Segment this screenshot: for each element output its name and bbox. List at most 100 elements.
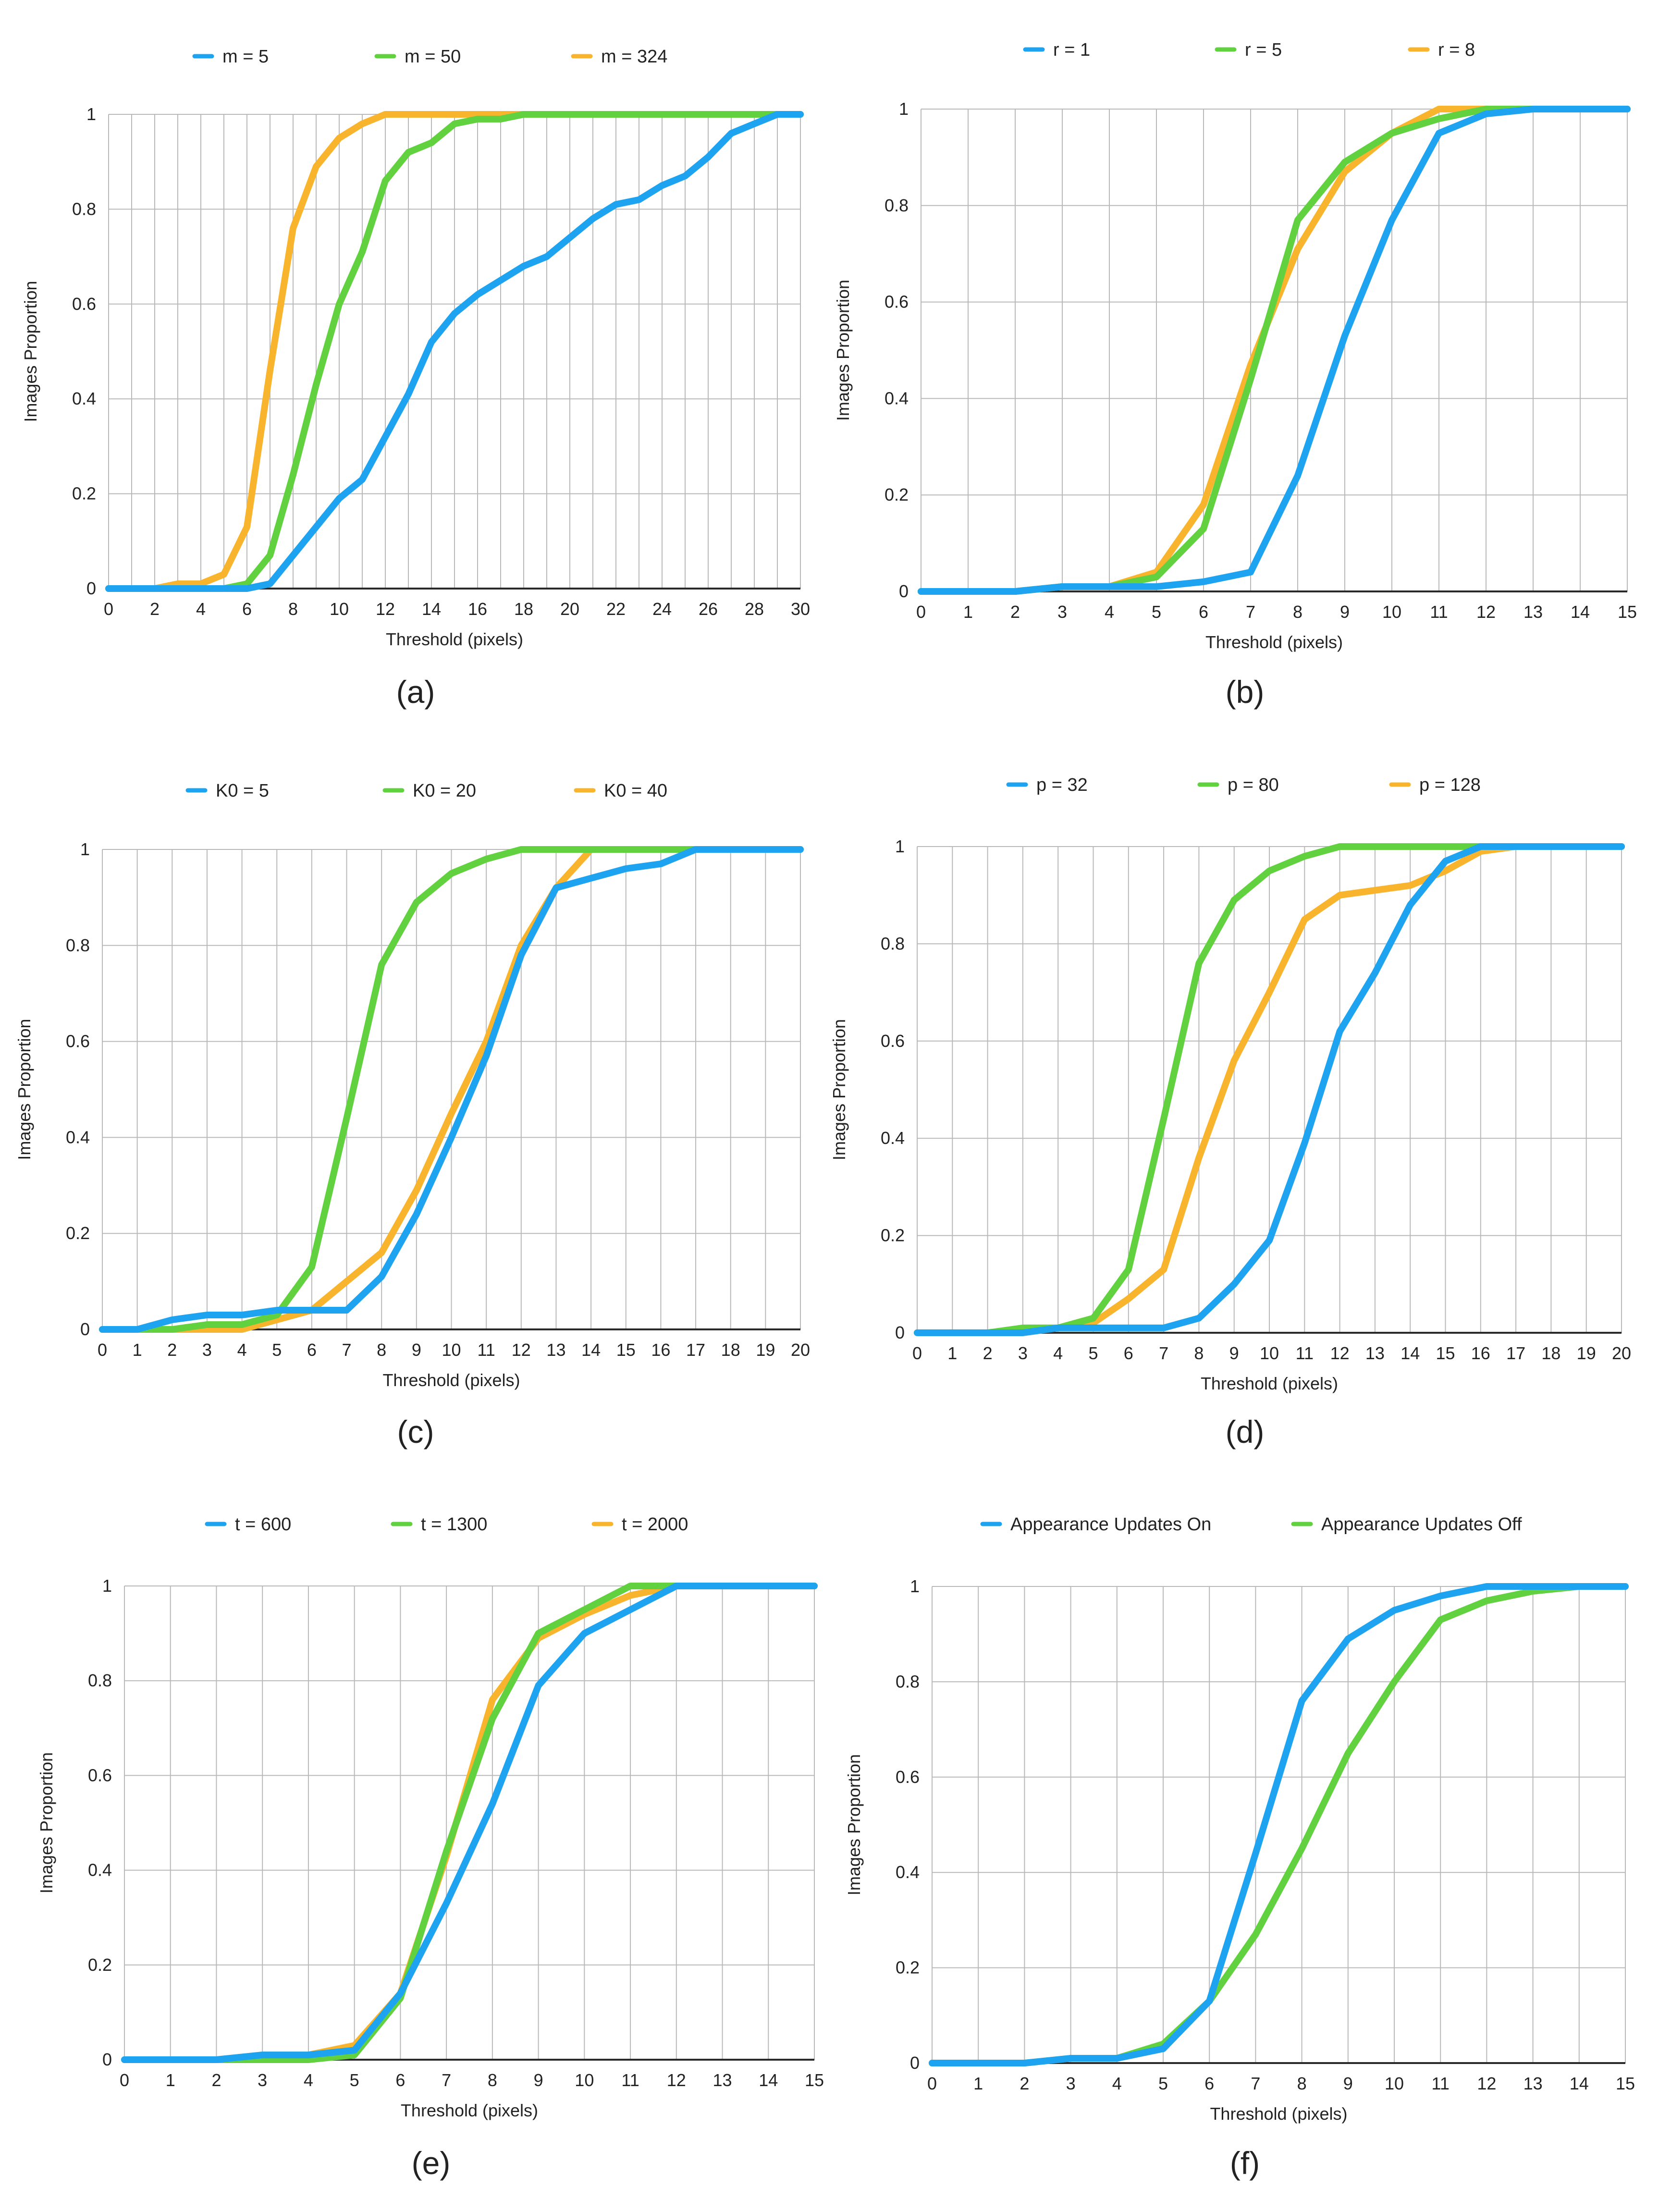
series-line-t-600	[121, 1583, 818, 2063]
series-line-r-1	[918, 106, 1631, 595]
legend-item: m = 50	[374, 47, 461, 67]
series-line-k0-20	[99, 846, 804, 1333]
chart-panel-f: 00.20.40.60.810 1 2 3 4 5 6 7 8 9 10 11 12 13 14 15Thre…	[844, 1514, 1635, 2181]
x-tick-label: 4	[1105, 602, 1114, 622]
x-tick-label: 15	[1436, 1343, 1455, 1363]
x-tick-label: 14	[1570, 2074, 1589, 2093]
legend-item: r = 5	[1215, 40, 1282, 60]
x-tick-label: 11	[621, 2070, 639, 2090]
y-axis-label: Images Proportion	[833, 280, 853, 421]
series-line-m-5	[105, 111, 804, 592]
x-tick-label: 15	[805, 2070, 824, 2090]
x-tick-label: 19	[1577, 1343, 1596, 1363]
x-tick-label: 20	[560, 599, 579, 619]
legend-label: m = 50	[405, 47, 461, 67]
legend-item: r = 8	[1408, 40, 1475, 60]
chart-panel-b: 00.20.40.60.810 1 2 3 4 5 6 7 8 9 10 11 12 13 14 15Thre…	[833, 40, 1637, 710]
x-tick-label: 8	[1297, 2074, 1307, 2093]
y-axis-label: Images Proportion	[21, 281, 40, 422]
y-tick-label: 0.2	[72, 484, 96, 504]
x-tick-label: 18	[514, 599, 533, 619]
legend-label: p = 128	[1419, 775, 1481, 795]
y-tick-label: 0.4	[88, 1860, 112, 1880]
legend-label: r = 8	[1438, 40, 1475, 60]
legend-label: K0 = 40	[604, 781, 667, 801]
x-tick-label: 12	[376, 599, 395, 619]
x-tick-label: 4	[1053, 1343, 1063, 1363]
panel-caption: (f)	[1230, 2145, 1260, 2181]
y-tick-label: 1	[895, 836, 905, 856]
x-tick-label: 2	[983, 1343, 993, 1363]
x-tick-label: 18	[721, 1340, 740, 1360]
x-tick-label: 2	[211, 2070, 221, 2090]
legend-item: m = 5	[192, 47, 269, 67]
x-tick-label: 4	[237, 1340, 247, 1360]
x-tick-label: 1	[973, 2074, 983, 2093]
x-tick-label: 2	[1010, 602, 1020, 622]
series-line-k0-5	[99, 846, 804, 1333]
panel-caption: (c)	[397, 1414, 434, 1450]
y-tick-label: 0	[102, 2050, 112, 2069]
y-tick-label: 0.4	[72, 389, 96, 408]
x-tick-label: 20	[1612, 1343, 1631, 1363]
x-tick-label: 11	[1432, 2074, 1450, 2093]
y-tick-label: 0.2	[896, 1958, 920, 1978]
x-tick-label: 8	[1293, 602, 1302, 622]
x-tick-label: 11	[1430, 602, 1448, 622]
chart-panel-d: 00.20.40.60.810 1 2 3 4 5 6 7 8 9 10 11 12 13 14 15 16 17…	[829, 775, 1631, 1450]
legend-item: t = 1300	[391, 1514, 487, 1535]
y-tick-label: 0.2	[88, 1955, 112, 1975]
legend-label: r = 1	[1053, 40, 1090, 60]
x-tick-label: 12	[512, 1340, 531, 1360]
x-tick-label: 9	[1340, 602, 1350, 622]
x-tick-label: 13	[1524, 602, 1543, 622]
y-tick-label: 0.4	[896, 1862, 920, 1882]
y-tick-label: 0.4	[885, 388, 909, 408]
x-tick-label: 8	[1194, 1343, 1204, 1363]
y-tick-label: 1	[80, 839, 90, 859]
legend-item: t = 2000	[591, 1514, 688, 1535]
panel-caption: (a)	[396, 674, 435, 710]
y-tick-label: 0.6	[881, 1031, 905, 1051]
x-tick-label: 3	[1057, 602, 1067, 622]
x-tick-label: 6	[1204, 2074, 1214, 2093]
panel-caption: (d)	[1226, 1414, 1265, 1450]
x-tick-label: 15	[1618, 602, 1637, 622]
legend-item: p = 80	[1197, 775, 1279, 795]
legend-item: p = 32	[1006, 775, 1088, 795]
x-tick-label: 10	[1385, 2074, 1404, 2093]
x-tick-label: 12	[1477, 2074, 1496, 2093]
x-tick-label: 12	[1476, 602, 1496, 622]
y-tick-label: 0	[895, 1323, 905, 1342]
x-axis-label: Threshold (pixels)	[1201, 1374, 1338, 1393]
y-axis-label: Images Proportion	[829, 1019, 849, 1160]
x-tick-label: 24	[652, 599, 672, 619]
y-axis-label: Images Proportion	[844, 1754, 864, 1895]
x-tick-label: 16	[468, 599, 487, 619]
x-tick-label: 5	[350, 2070, 359, 2090]
y-tick-label: 0	[899, 581, 909, 601]
x-tick-label: 5	[1152, 602, 1161, 622]
x-axis-label: Threshold (pixels)	[386, 629, 523, 649]
series-line-t-2000	[121, 1583, 818, 2063]
y-tick-label: 0	[910, 2053, 920, 2073]
legend-label: Appearance Updates Off	[1321, 1514, 1522, 1535]
x-tick-label: 5	[272, 1340, 282, 1360]
x-tick-label: 0	[912, 1343, 922, 1363]
x-tick-label: 16	[651, 1340, 670, 1360]
y-tick-label: 0.4	[66, 1127, 90, 1147]
x-tick-label: 17	[686, 1340, 705, 1360]
y-axis-label: Images Proportion	[14, 1019, 34, 1160]
y-tick-label: 0.8	[881, 934, 905, 953]
x-tick-label: 9	[534, 2070, 543, 2090]
series-line-t-1300	[121, 1583, 818, 2063]
chart-panel-c: 00.20.40.60.810 1 2 3 4 5 6 7 8 9 10 11 12 13 14 15 16 17…	[14, 781, 810, 1450]
x-tick-label: 11	[1296, 1343, 1314, 1363]
legend-label: t = 2000	[622, 1514, 688, 1535]
y-tick-label: 0.8	[88, 1671, 112, 1690]
x-tick-label: 2	[150, 599, 160, 619]
x-tick-label: 14	[759, 2070, 778, 2090]
x-tick-label: 9	[1229, 1343, 1239, 1363]
x-tick-label: 14	[1401, 1343, 1420, 1363]
